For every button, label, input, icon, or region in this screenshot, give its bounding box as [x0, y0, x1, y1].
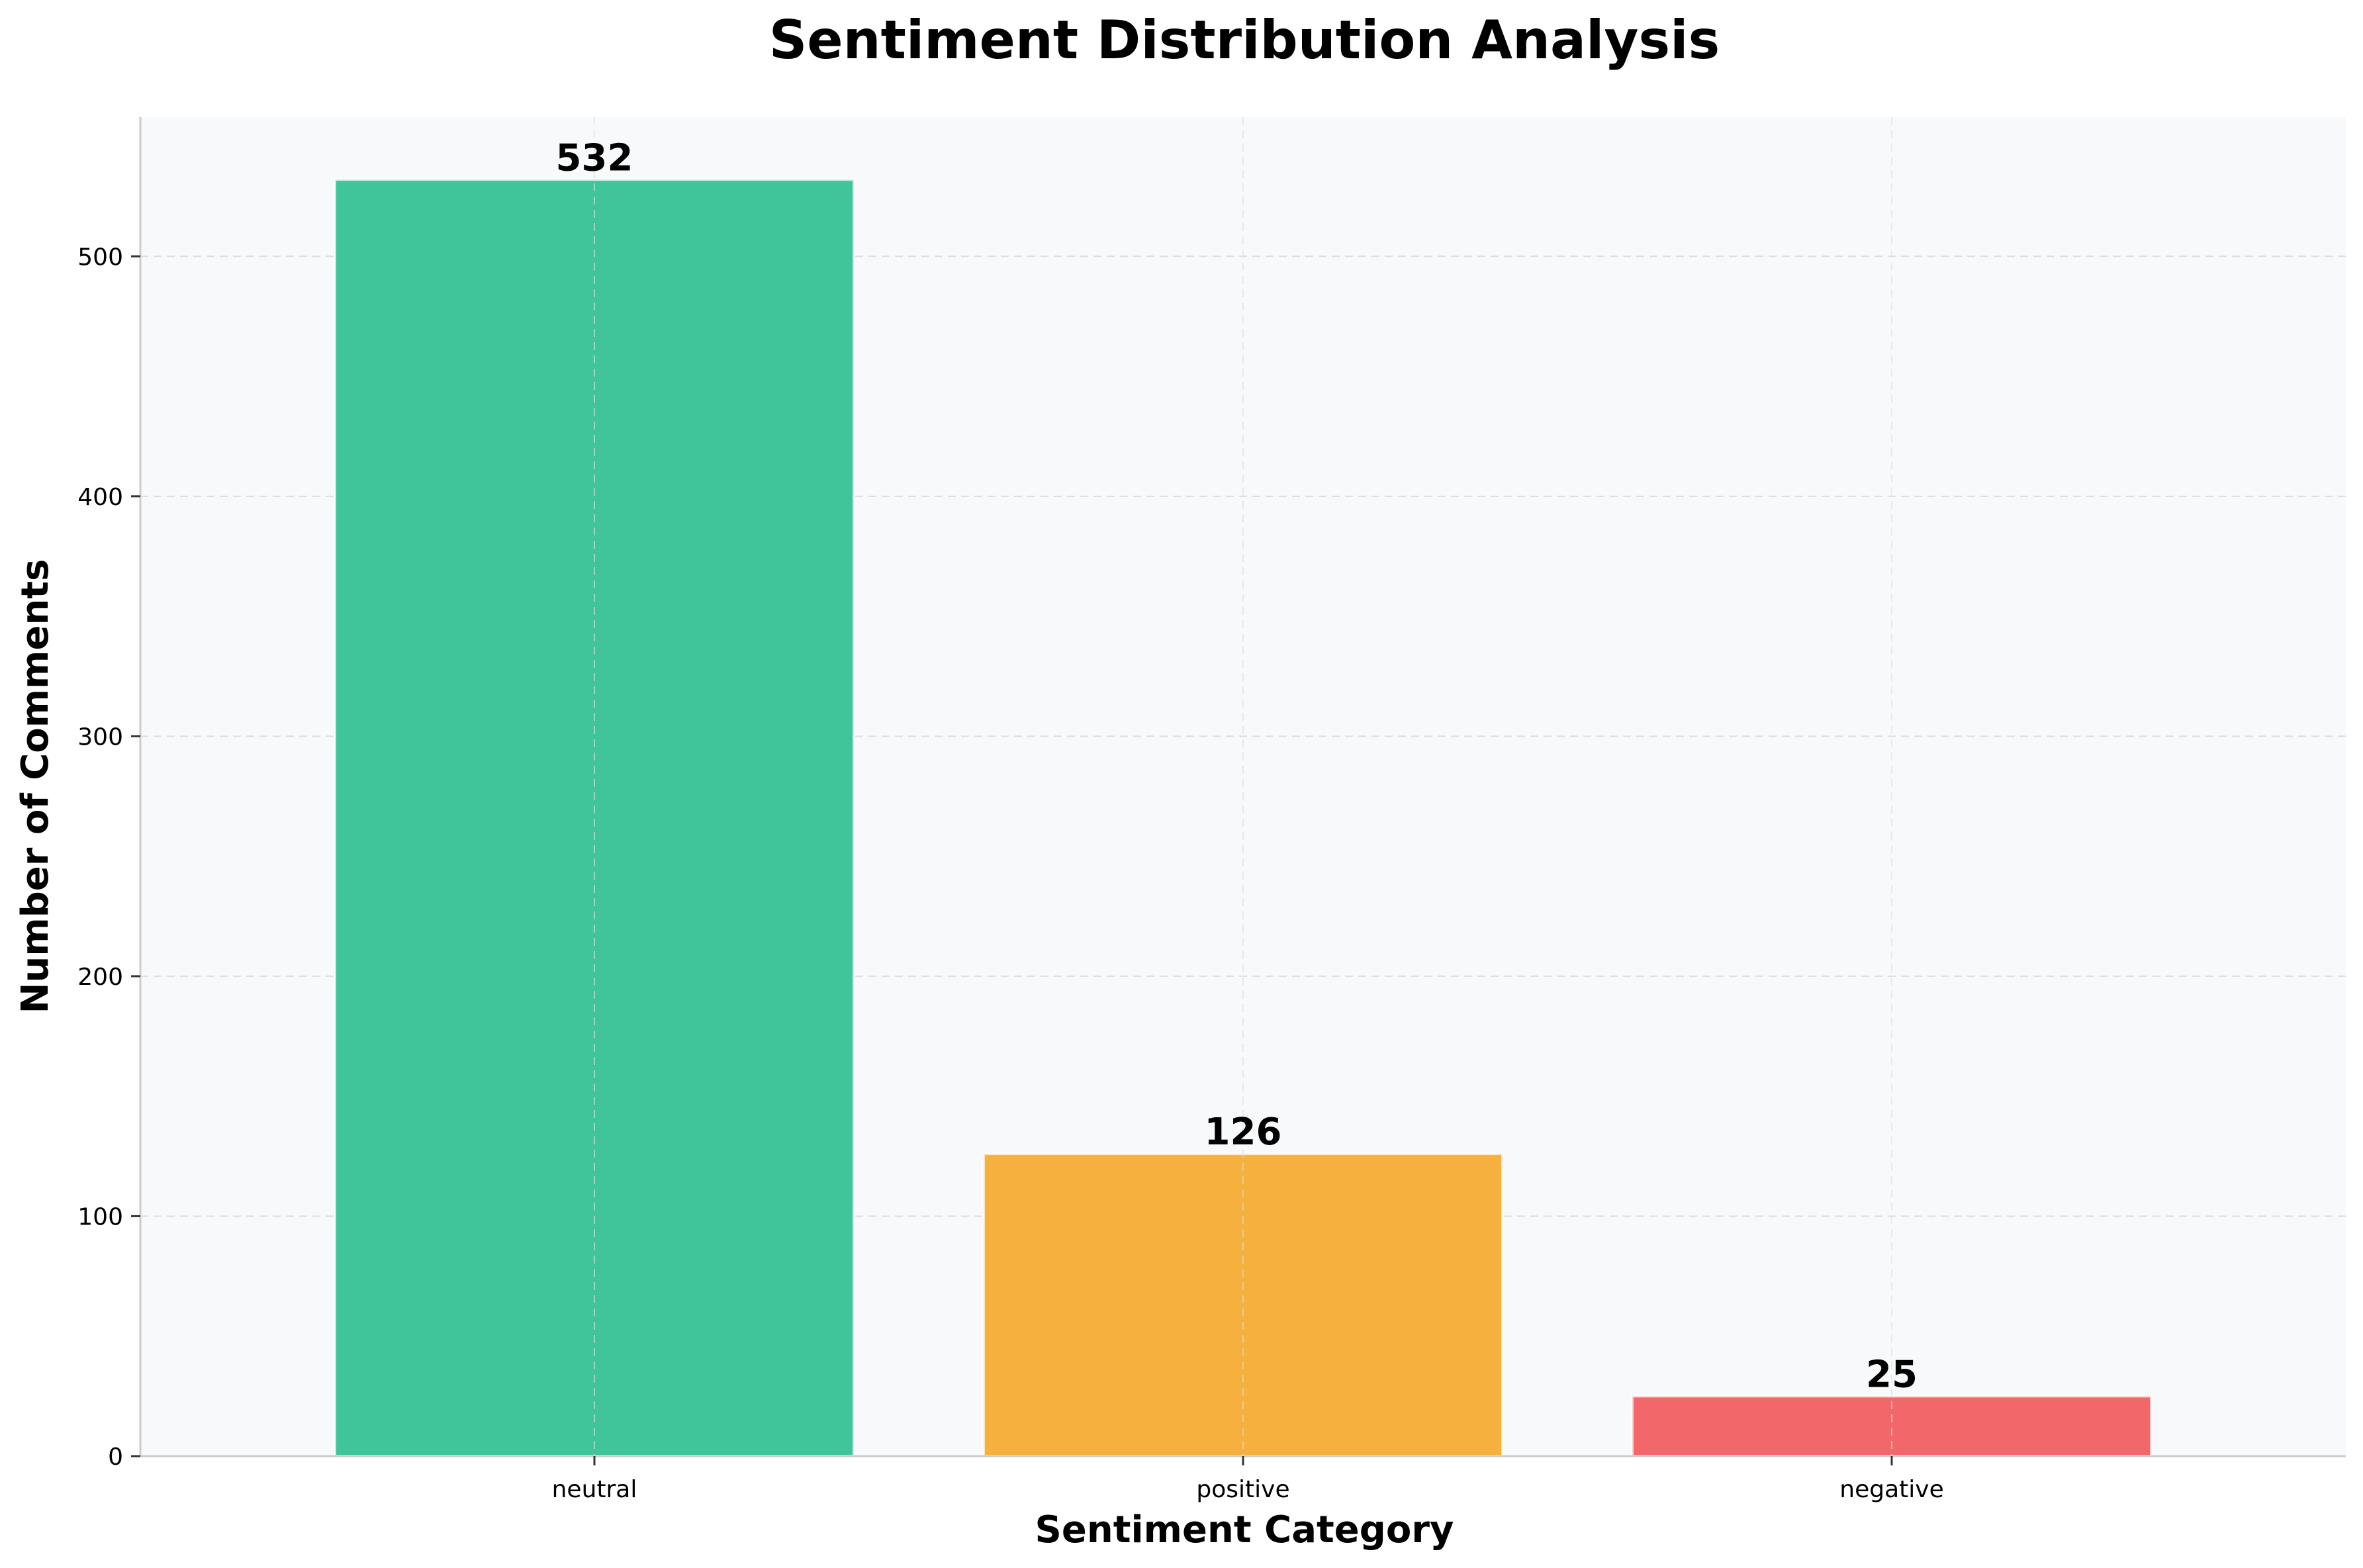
value-label: 25: [1866, 1353, 1918, 1396]
y-tick-label: 100: [77, 1203, 123, 1230]
y-tick-label: 400: [77, 484, 123, 511]
x-grid-lines: [594, 117, 1892, 1456]
y-axis-label: Number of Comments: [14, 559, 57, 1014]
value-label: 126: [1205, 1111, 1282, 1154]
y-tick-label: 300: [77, 723, 123, 751]
chart-title: Sentiment Distribution Analysis: [769, 9, 1720, 71]
x-axis-ticks: neutral positive negative: [552, 1456, 1944, 1503]
x-tick-label: negative: [1839, 1476, 1943, 1503]
y-axis-ticks: 0 100 200 300 400 500: [77, 244, 140, 1471]
bar-positive: [982, 1152, 1504, 1458]
y-tick-label: 200: [77, 964, 123, 991]
value-labels: 532 126 25: [556, 136, 1918, 1396]
x-tick-label: positive: [1196, 1476, 1289, 1503]
y-tick-label: 500: [77, 244, 123, 271]
value-label: 532: [556, 136, 633, 179]
x-axis-label: Sentiment Category: [1035, 1508, 1454, 1551]
y-tick-label: 0: [108, 1444, 123, 1471]
x-tick-label: neutral: [552, 1476, 637, 1503]
